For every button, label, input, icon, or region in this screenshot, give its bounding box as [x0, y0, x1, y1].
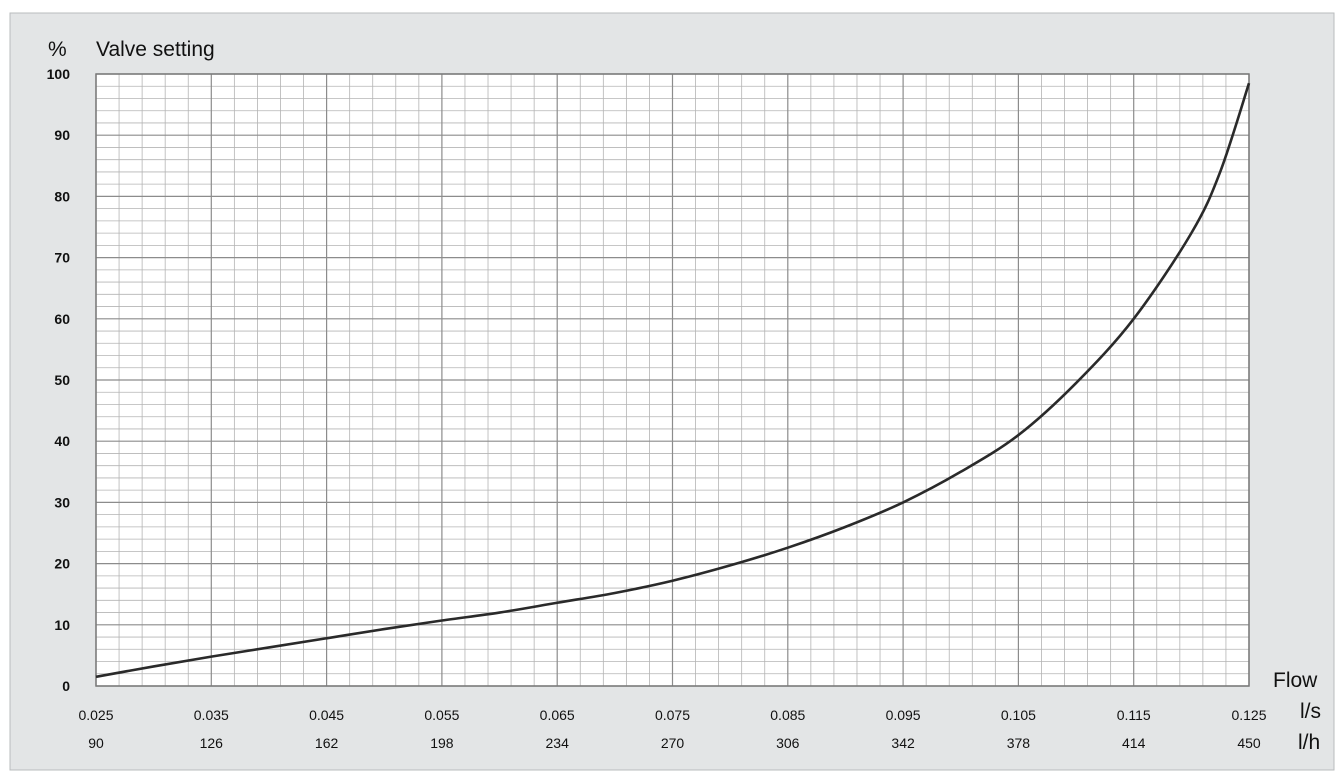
x-tick-label-ls: 0.045 — [309, 707, 344, 723]
x-unit-secondary: l/h — [1298, 731, 1320, 754]
y-tick-label: 40 — [54, 433, 70, 449]
y-tick-label: 10 — [54, 617, 70, 633]
y-tick-label: 60 — [54, 311, 70, 327]
x-tick-label-ls: 0.095 — [886, 707, 921, 723]
x-tick-label-lh: 234 — [546, 735, 570, 751]
y-axis-title: Valve setting — [96, 38, 215, 61]
x-tick-label-lh: 126 — [200, 735, 224, 751]
x-tick-label-ls: 0.065 — [540, 707, 575, 723]
x-tick-label-ls: 0.025 — [78, 707, 113, 723]
y-tick-labels: 0 10 20 30 40 50 60 70 80 90 100 — [47, 66, 71, 694]
plot-frame — [95, 73, 1250, 687]
x-tick-label-lh: 198 — [430, 735, 454, 751]
x-axis-title: Flow — [1273, 669, 1318, 692]
x-tick-label-ls: 0.115 — [1117, 707, 1151, 723]
x-tick-labels-ls: 0.025 0.035 0.045 0.055 0.065 0.075 0.085 0.095… — [78, 707, 1266, 723]
y-tick-label: 0 — [62, 678, 70, 694]
x-tick-label-ls: 0.125 — [1231, 707, 1266, 723]
y-tick-label: 90 — [54, 127, 70, 143]
x-tick-label-lh: 306 — [776, 735, 800, 751]
y-unit-label: % — [48, 38, 67, 61]
x-tick-label-lh: 162 — [315, 735, 339, 751]
x-tick-labels-lh: 90 126 162 198 234 270 306 342 378 414 450 — [88, 735, 1261, 751]
y-tick-label: 50 — [54, 372, 70, 388]
x-unit-primary: l/s — [1300, 700, 1321, 723]
y-tick-label: 70 — [54, 250, 70, 266]
x-tick-label-lh: 450 — [1237, 735, 1261, 751]
x-tick-label-ls: 0.055 — [424, 707, 459, 723]
y-tick-label: 20 — [54, 556, 70, 572]
valve-setting-curve — [95, 82, 1251, 679]
x-tick-label-ls: 0.085 — [770, 707, 805, 723]
y-tick-label: 30 — [54, 494, 70, 510]
x-tick-label-ls: 0.075 — [655, 707, 690, 723]
x-tick-label-ls: 0.105 — [1001, 707, 1036, 723]
x-tick-label-lh: 414 — [1122, 735, 1146, 751]
y-tick-label: 80 — [54, 188, 70, 204]
x-tick-label-lh: 90 — [88, 735, 104, 751]
x-tick-label-lh: 342 — [891, 735, 915, 751]
x-tick-label-lh: 378 — [1007, 735, 1031, 751]
x-tick-label-ls: 0.035 — [194, 707, 229, 723]
x-tick-label-lh: 270 — [661, 735, 685, 751]
y-tick-label: 100 — [47, 66, 71, 82]
